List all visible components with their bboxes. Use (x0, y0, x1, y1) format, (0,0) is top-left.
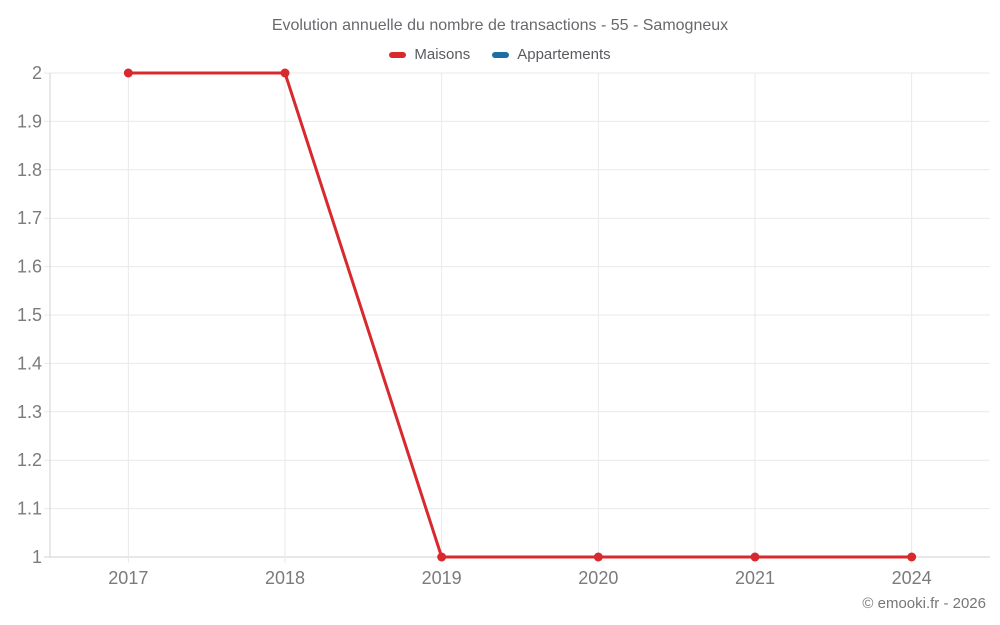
copyright-text: © emooki.fr - 2026 (862, 595, 986, 612)
x-tick-label: 2019 (422, 568, 462, 588)
x-tick-label: 2017 (108, 568, 148, 588)
y-tick-label: 2 (32, 63, 42, 83)
data-point-maisons-2020[interactable] (593, 552, 603, 562)
data-point-maisons-2017[interactable] (123, 68, 133, 78)
data-point-maisons-2024[interactable] (907, 552, 917, 562)
legend-item-appartements[interactable]: Appartements (492, 46, 611, 63)
legend-item-maisons[interactable]: Maisons (389, 46, 470, 63)
x-tick-label: 2021 (735, 568, 775, 588)
appartements-legend-swatch-icon (492, 51, 510, 58)
x-tick-label: 2018 (265, 568, 305, 588)
y-tick-label: 1.4 (17, 353, 42, 373)
y-tick-label: 1.7 (17, 208, 42, 228)
series-line-maisons (126, 71, 914, 559)
appartements-legend-label: Appartements (517, 46, 611, 63)
data-point-maisons-2019[interactable] (437, 552, 447, 562)
maisons-legend-swatch-icon (389, 51, 407, 58)
y-tick-label: 1.3 (17, 402, 42, 422)
data-point-maisons-2021[interactable] (750, 552, 760, 562)
data-point-maisons-2018[interactable] (280, 68, 290, 78)
x-tick-label: 2020 (578, 568, 618, 588)
y-tick-label: 1.8 (17, 160, 42, 180)
chart-legend: Maisons Appartements (0, 46, 1000, 63)
y-tick-label: 1.6 (17, 257, 42, 277)
y-tick-label: 1.9 (17, 111, 42, 131)
maisons-legend-label: Maisons (414, 46, 471, 63)
y-tick-label: 1.2 (17, 450, 42, 470)
x-tick-label: 2024 (892, 568, 932, 588)
y-tick-label: 1.1 (17, 499, 42, 519)
y-tick-label: 1.5 (17, 305, 42, 325)
chart-title: Evolution annuelle du nombre de transact… (271, 17, 729, 34)
y-tick-label: 1 (32, 547, 42, 567)
